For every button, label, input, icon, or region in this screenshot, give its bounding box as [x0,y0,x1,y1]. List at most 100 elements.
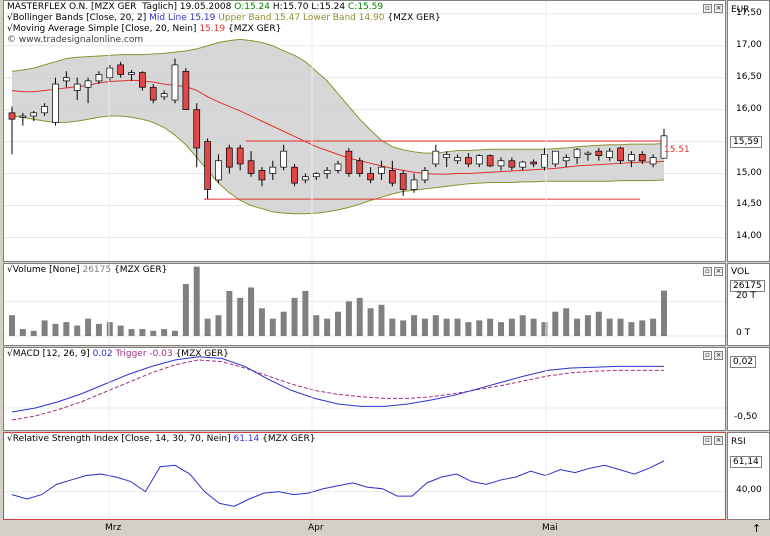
collapse-rsi-button[interactable]: ▫ [703,436,712,445]
candle-body [617,147,624,162]
sma-suffix: {MZX GER} [227,24,282,34]
volume-label: Volume [None] [12,265,80,275]
volume-bar [378,304,385,336]
volume-bar [182,284,189,336]
volume-header: √Volume [None] 26175 {MZX GER} [7,265,168,275]
price-tick-label: 16,50 [736,71,762,82]
close-volume-button[interactable]: × [714,267,723,276]
volume-bar [487,318,494,336]
volume-bar [432,315,439,336]
volume-bar [345,301,352,336]
volume-bar [617,318,624,336]
trigger-line [11,359,664,421]
candle-body [410,179,418,190]
candle-body [117,64,125,75]
volume-bar [313,315,320,336]
close-price-button[interactable]: × [714,4,723,13]
candle-body [171,64,179,101]
collapse-price-button[interactable]: ▫ [703,4,712,13]
price-tick-label: 17,00 [736,39,762,50]
volume-bar [639,320,646,336]
rsi-suffix: {MZX GER} [262,434,316,444]
candle-body [628,154,635,162]
candle-body [573,148,581,158]
rsi-chart [4,433,725,519]
volume-suffix: {MZX GER} [113,265,168,275]
volume-bar [335,311,341,336]
volume-value: 26175 [82,265,112,275]
price-tick-label: 14,00 [736,231,762,242]
candle-body [280,150,288,168]
bollinger-lower-band [11,115,665,215]
candle-body [258,169,266,181]
volume-bar [367,308,374,336]
candle-body [160,93,168,98]
close-value: 15.59 [357,2,384,12]
volume-bar [258,308,265,336]
candle-body [215,160,222,181]
x-label-mrz: Mrz [105,523,122,533]
volume-bar [324,318,331,336]
open-value: 15.24 [244,2,270,12]
candle-body [62,77,70,82]
volume-bar [476,320,483,336]
volume-bar [204,318,211,336]
bb-mid: Mid Line 15.19 [149,13,216,23]
candle-body [388,169,396,184]
candle-body [269,166,277,174]
macd-panel[interactable]: √MACD [12, 26, 9] 0.02 Trigger -0.03 {MZ… [3,347,726,431]
price-tick-label: 15,00 [736,167,762,178]
rsi-line [11,460,665,507]
candle-body [454,157,461,162]
volume-bar [443,318,450,336]
candle-body [584,152,592,155]
volume-bar [650,318,657,336]
collapse-macd-button[interactable]: ▫ [703,351,712,360]
volume-tick-20t: 20 T [736,291,756,301]
macd-label: MACD [12, 26, 9] [12,349,90,359]
candle-body [312,173,320,178]
candle-body [291,166,298,184]
volume-bar [291,297,298,336]
rsi-panel[interactable]: √Relative Strength Index [Close, 14, 30,… [3,432,726,520]
collapse-volume-button[interactable]: ▫ [703,267,712,276]
candle-body [128,72,135,75]
close-label: C: [348,2,358,12]
volume-panel[interactable]: √Volume [None] 26175 {MZX GER} ▫ × [3,263,726,346]
close-macd-button[interactable]: × [714,351,723,360]
rsi-axis: RSI 61,14 40,00 [727,432,770,520]
candle-body [595,150,603,156]
macd-chart [4,348,725,430]
candle-body [52,83,59,123]
price-panel[interactable]: MASTERFLEX O.N. [MZX GER Täglich] 19.05.… [3,0,726,262]
volume-bar [150,330,157,336]
open-label: O: [234,2,245,12]
volume-bar [389,318,396,336]
candle-body [345,150,353,174]
volume-bar [139,329,146,336]
volume-bar [41,320,48,336]
bb-lower: Lower Band 14.90 [302,13,385,23]
price-axis: EUR 17,5017,0016,5016,0015,5015,0014,501… [727,0,770,262]
candle-body [225,147,233,168]
candle-body [530,161,537,165]
close-rsi-button[interactable]: × [714,436,723,445]
volume-bar [280,311,287,336]
candle-body [378,166,385,174]
rsi-header: √Relative Strength Index [Close, 14, 30,… [7,434,316,444]
current-macd-label: 0,02 [730,356,757,368]
scroll-up-arrow[interactable]: ↑ [752,522,762,535]
volume-bar [411,315,418,336]
chart-date: 19.05.2008 [179,2,232,12]
candle-body [638,154,646,162]
candle-body [95,74,103,82]
volume-bar [106,322,113,336]
price-tick-label: 16,00 [736,103,762,114]
macd-line [11,356,664,413]
volume-bar [595,311,602,336]
price-tick-label: 17,50 [736,7,762,18]
bb-upper: Upper Band 15.47 [218,13,301,23]
rsi-label: Relative Strength Index [Close, 14, 30, … [12,434,231,444]
candle-body [323,169,331,174]
candle-body [562,157,570,162]
